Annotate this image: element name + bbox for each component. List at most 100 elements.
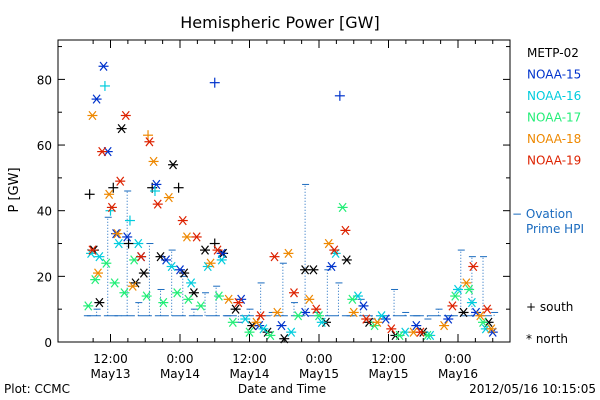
north-point (120, 110, 131, 121)
north-point (244, 327, 255, 337)
y-axis-label: P [GW] (7, 167, 22, 212)
north-point (411, 320, 422, 331)
y-tick-label: 80 (37, 73, 52, 87)
north-point (91, 94, 102, 104)
north-point (337, 202, 348, 213)
north-point (326, 261, 337, 272)
north-point (163, 192, 174, 203)
north-point (122, 232, 133, 242)
x-tick-label-date: May14 (160, 367, 200, 381)
north-point (104, 189, 115, 199)
north-point (486, 324, 497, 334)
north-point (188, 288, 199, 298)
north-point (166, 261, 177, 272)
north-point (240, 314, 251, 324)
north-point (168, 160, 179, 170)
north-point (112, 228, 123, 239)
north-point (151, 179, 162, 190)
x-tick-label-time: 12:00 (232, 352, 267, 366)
x-tick-label-time: 12:00 (93, 352, 128, 366)
south-point (209, 77, 220, 88)
x-axis-label: Date and Time (238, 382, 326, 396)
north-point (272, 307, 283, 318)
x-tick-label-date: May14 (229, 367, 269, 381)
y-tick-label: 60 (37, 139, 52, 153)
north-point (439, 320, 450, 331)
north-point (314, 311, 324, 321)
series-metp-02 (84, 123, 494, 344)
north-point (101, 258, 112, 268)
legend-entry: NOAA-16 (527, 89, 581, 103)
north-point (83, 301, 94, 311)
x-tick-label-date: May15 (299, 367, 339, 381)
north-point (340, 225, 351, 236)
north-point (478, 317, 489, 327)
north-point (195, 301, 206, 311)
north-point (144, 137, 155, 147)
chart-title: Hemispheric Power [GW] (180, 13, 379, 32)
north-point (183, 294, 194, 305)
north-point (464, 284, 475, 295)
north-point (283, 248, 294, 259)
south-point (84, 189, 95, 200)
y-tick-label: 20 (37, 270, 52, 284)
x-tick-label-date: May13 (90, 367, 130, 381)
south-point (143, 130, 154, 141)
north-point (175, 265, 185, 275)
x-tick-label-date: May15 (368, 367, 408, 381)
plot-credit: Plot: CCMC (4, 382, 70, 396)
north-point (276, 320, 287, 331)
north-point (316, 317, 327, 327)
north-point (138, 268, 149, 278)
south-point (108, 182, 119, 193)
north-point (205, 258, 216, 268)
series-noaa-17 (83, 202, 489, 341)
plot-timestamp: 2012/05/16 10:15:05 (469, 382, 596, 396)
north-point (98, 61, 109, 71)
north-point (148, 156, 159, 167)
legend-entry: NOAA-18 (527, 132, 581, 146)
north-point (181, 232, 192, 242)
north-point (136, 251, 147, 262)
north-point (458, 307, 469, 318)
north-point (213, 291, 224, 301)
north-point (113, 238, 124, 249)
north-point (94, 297, 105, 308)
north-point (251, 317, 262, 327)
north-point (200, 245, 211, 255)
north-point (347, 294, 358, 305)
north-point (97, 146, 108, 157)
x-tick-label-time: 0:00 (306, 352, 333, 366)
north-point (87, 110, 98, 121)
ovation-legend-line2: Prime HPI (526, 222, 584, 236)
north-point (293, 311, 304, 321)
south-point (99, 80, 110, 91)
series-noaa-18 (87, 110, 497, 337)
north-point (172, 288, 183, 298)
north-point (443, 314, 454, 324)
north-point (141, 291, 152, 301)
legend-entry: NOAA-17 (527, 111, 581, 125)
legend-entry: NOAA-19 (527, 154, 581, 168)
north-point (386, 324, 397, 334)
north-point (255, 311, 266, 321)
series-noaa-15 (91, 61, 498, 337)
north-point (216, 255, 227, 265)
north-point (482, 304, 493, 314)
north-point (308, 265, 319, 275)
north-point (177, 215, 188, 226)
x-tick-label-time: 0:00 (445, 352, 472, 366)
north-point (106, 202, 117, 213)
north-point (152, 199, 163, 209)
legend-entry: METP-02 (527, 46, 579, 60)
north-point (468, 261, 479, 272)
south-point (123, 238, 134, 249)
x-tick-label-date: May16 (438, 367, 478, 381)
north-point (450, 291, 461, 301)
legend-entry: NOAA-15 (527, 68, 581, 82)
series-noaa-19 (87, 110, 493, 337)
north-point (258, 324, 269, 334)
south-marker-legend: + south (526, 300, 573, 314)
north-point (223, 294, 234, 305)
